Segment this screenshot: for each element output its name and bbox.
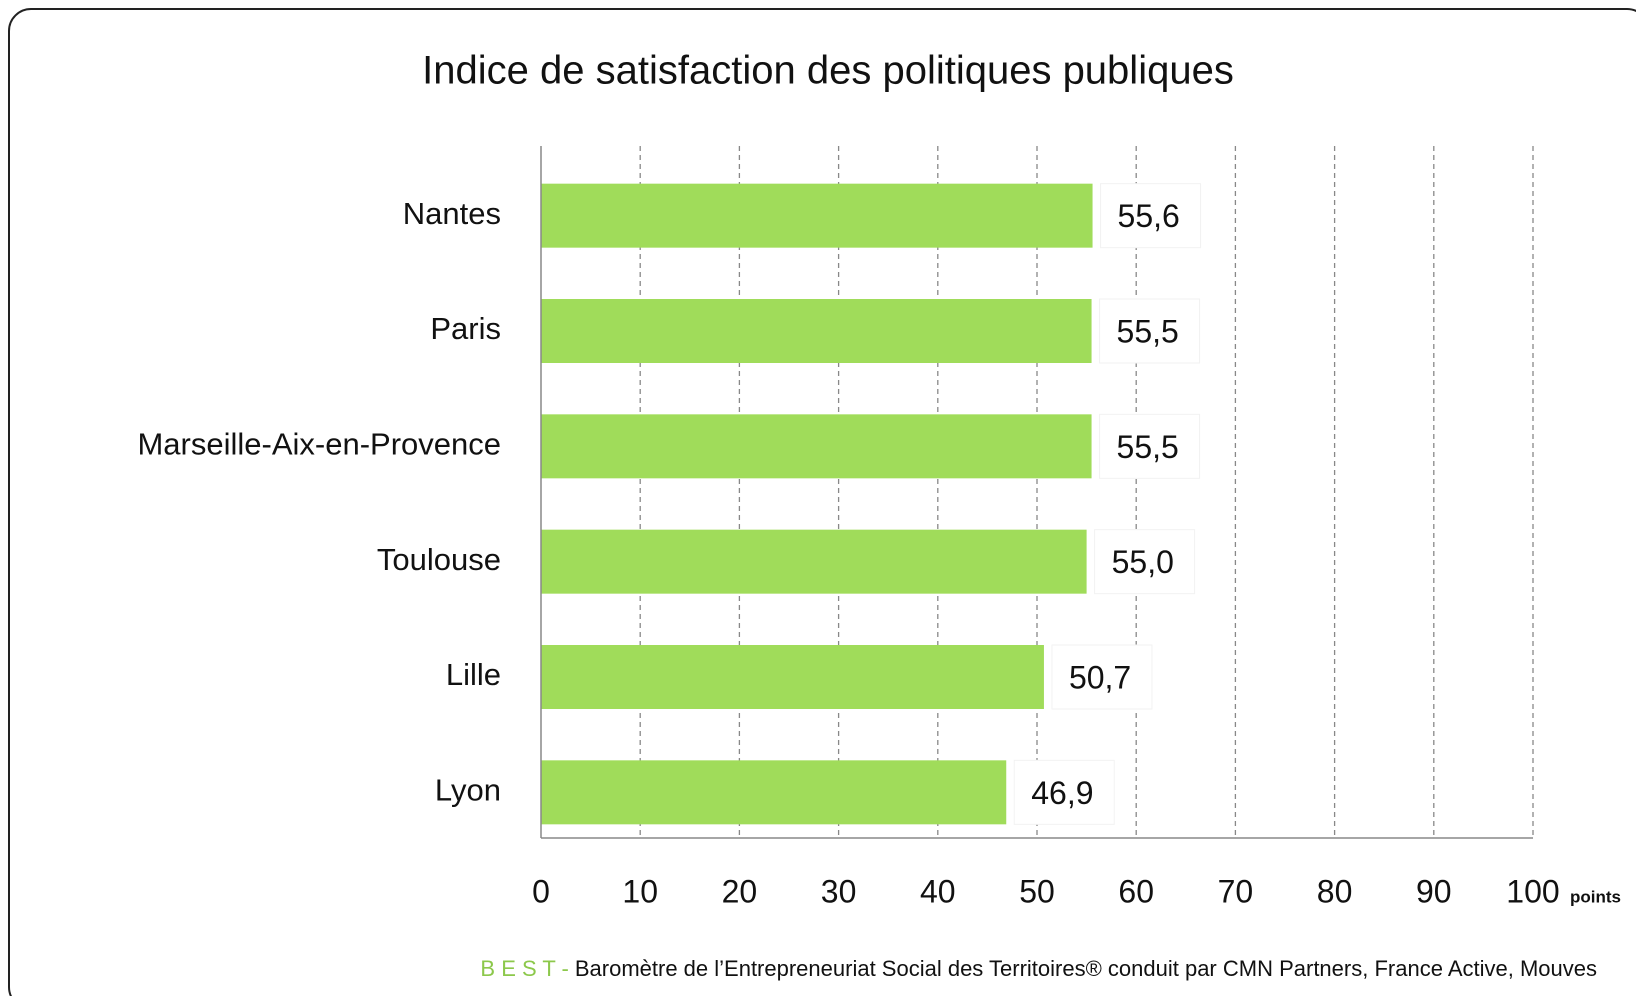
value-label: 55,5	[1117, 313, 1179, 349]
value-label-bg	[1099, 298, 1201, 364]
source-line: B E S T - Baromètre de l’Entrepreneuriat …	[480, 956, 1597, 981]
bar	[541, 529, 1087, 594]
bar	[541, 760, 1007, 825]
x-tick-label: 0	[532, 873, 550, 909]
source: Baromètre de l’Entrepreneuriat Social de…	[575, 956, 1597, 981]
value-label: 50,7	[1069, 659, 1131, 695]
bar	[541, 299, 1092, 363]
value-label-bg	[1094, 529, 1196, 595]
x-tick-label: 30	[821, 873, 857, 909]
source-prefix: B E S T -	[480, 956, 568, 981]
bar	[541, 645, 1044, 709]
x-tick-label: 50	[1019, 873, 1055, 909]
value-label-bg	[1099, 413, 1201, 479]
chart-title: Indice de satisfaction des politiques pu…	[422, 49, 1234, 93]
y-tick-label: Lyon	[435, 773, 501, 808]
x-tick-label: 40	[920, 873, 956, 909]
value-label-bg	[1013, 759, 1115, 825]
bar	[541, 414, 1092, 479]
x-tick-label: 70	[1218, 873, 1254, 909]
bar	[541, 183, 1093, 248]
frame	[8, 8, 1636, 996]
value-label: 55,0	[1112, 544, 1174, 580]
value-label: 46,9	[1031, 775, 1093, 811]
value-label-bg	[1100, 183, 1202, 249]
x-unit: points	[1570, 887, 1621, 906]
value-label: 55,5	[1117, 429, 1179, 465]
y-tick-label: Marseille-Aix-en-Provence	[137, 427, 501, 462]
value-label-bg	[1051, 644, 1153, 710]
value-label: 55,6	[1118, 198, 1180, 234]
x-tick-label: 90	[1416, 873, 1452, 909]
x-tick-label: 60	[1118, 873, 1154, 909]
x-tick-label: 100	[1506, 873, 1559, 909]
x-tick-label: 80	[1317, 873, 1353, 909]
y-tick-label: Paris	[430, 311, 501, 346]
y-tick-label: Toulouse	[377, 542, 501, 577]
x-tick-label: 10	[622, 873, 658, 909]
x-tick-label: 20	[722, 873, 758, 909]
y-tick-label: Lille	[446, 657, 501, 692]
y-tick-label: Nantes	[403, 196, 501, 231]
